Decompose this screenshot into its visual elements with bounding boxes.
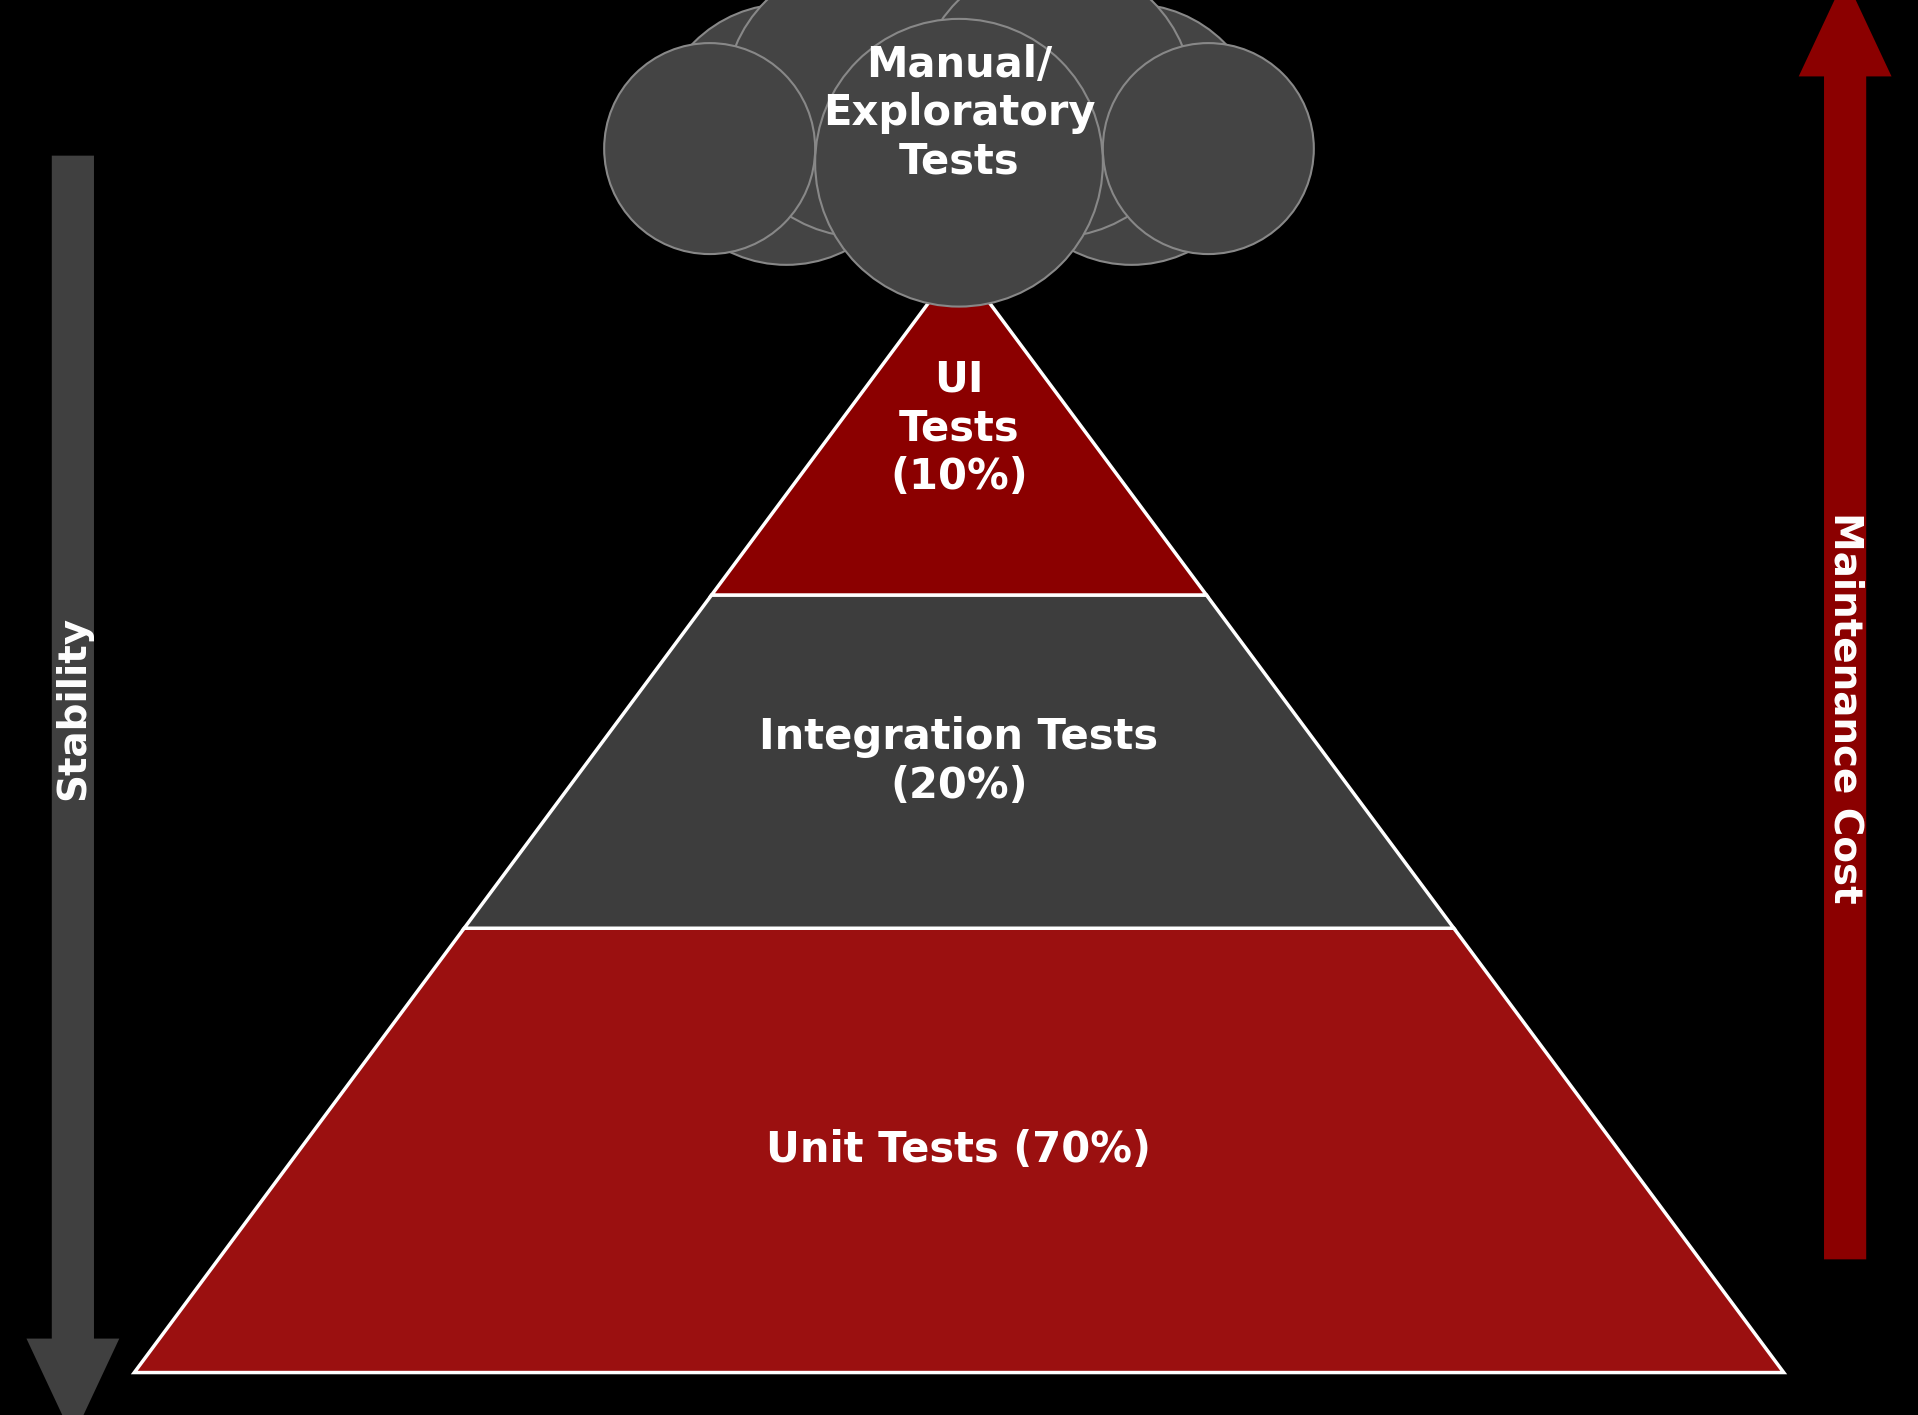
- FancyArrow shape: [1799, 0, 1891, 1259]
- Text: Manual/
Exploratory
Tests: Manual/ Exploratory Tests: [823, 44, 1095, 183]
- Polygon shape: [712, 262, 1206, 596]
- Text: Stability: Stability: [54, 616, 92, 799]
- Text: UI
Tests
(10%): UI Tests (10%): [890, 359, 1028, 498]
- Ellipse shape: [1103, 42, 1314, 255]
- Ellipse shape: [604, 42, 815, 255]
- Text: Maintenance Cost: Maintenance Cost: [1826, 512, 1864, 903]
- Ellipse shape: [917, 0, 1193, 238]
- FancyArrow shape: [27, 156, 119, 1415]
- Polygon shape: [464, 596, 1454, 928]
- Ellipse shape: [656, 4, 917, 265]
- Ellipse shape: [1001, 4, 1262, 265]
- Text: Integration Tests
(20%): Integration Tests (20%): [760, 716, 1158, 807]
- Ellipse shape: [796, 0, 1122, 269]
- Ellipse shape: [815, 18, 1103, 307]
- Text: Unit Tests (70%): Unit Tests (70%): [767, 1129, 1151, 1172]
- Ellipse shape: [725, 0, 1001, 238]
- Polygon shape: [134, 928, 1784, 1373]
